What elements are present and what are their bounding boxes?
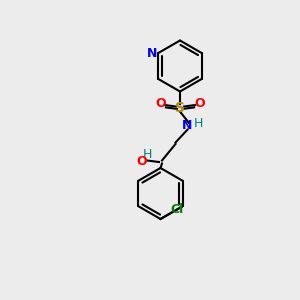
Text: Cl: Cl	[171, 203, 184, 216]
Text: O: O	[155, 97, 166, 110]
Text: N: N	[147, 47, 158, 60]
Text: H: H	[194, 117, 203, 130]
Text: O: O	[136, 155, 147, 169]
Text: H: H	[142, 148, 152, 161]
Text: N: N	[182, 119, 193, 133]
Text: O: O	[194, 97, 205, 110]
Text: S: S	[175, 101, 185, 115]
